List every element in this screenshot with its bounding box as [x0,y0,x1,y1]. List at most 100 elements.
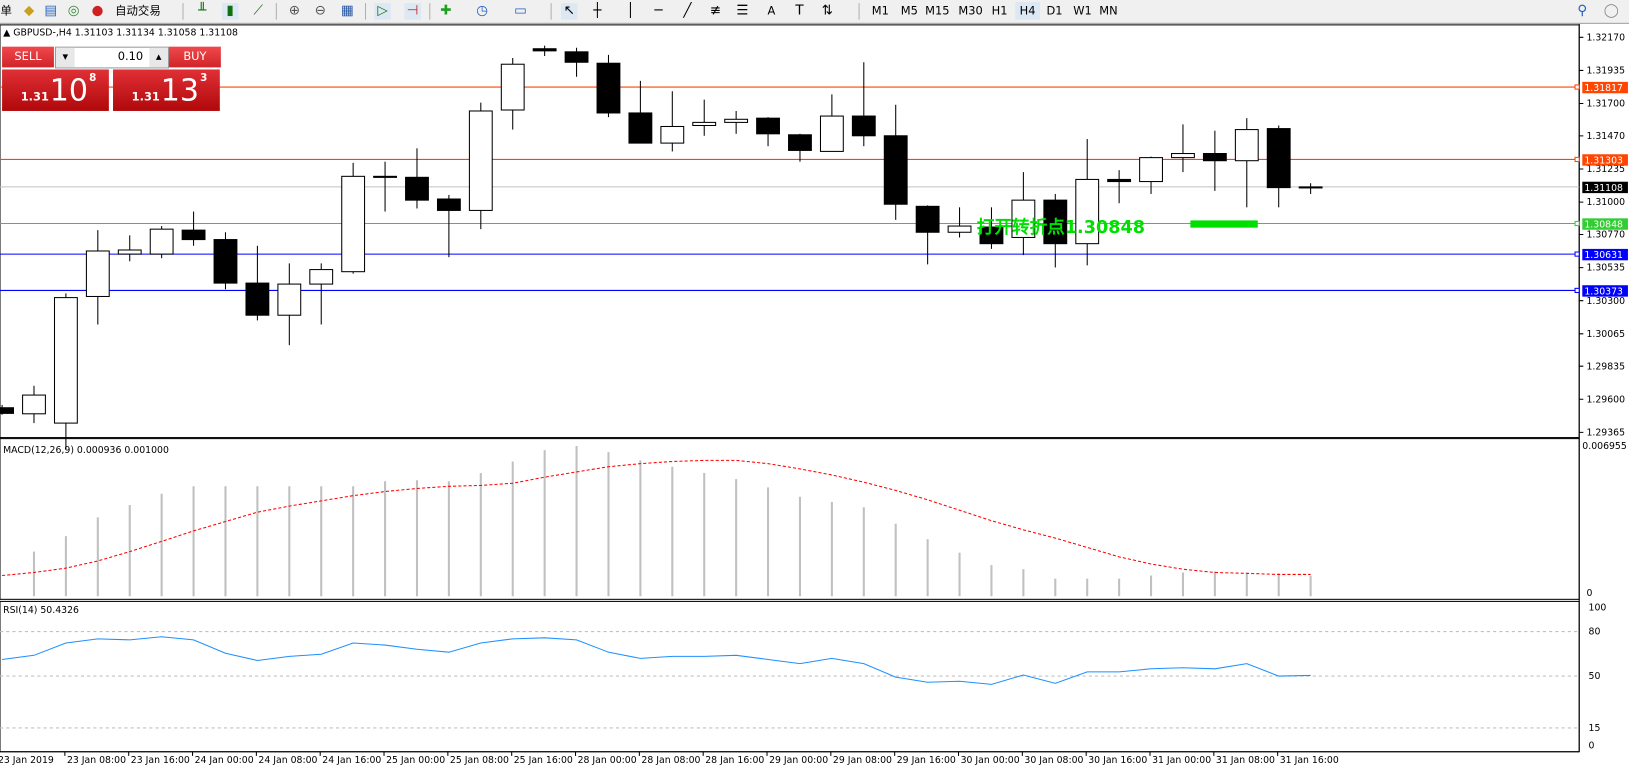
bear-candle [915,205,940,233]
timeframe-m15[interactable]: M15 [925,4,950,18]
auto-trading-icon[interactable]: ● [91,3,104,19]
bull-candle [149,228,174,255]
timeframe-m30[interactable]: M30 [958,4,983,18]
time-tick-label: 29 Jan 00:00 [769,755,828,766]
timeframe-w1[interactable]: W1 [1073,4,1092,18]
time-tick-label: 30 Jan 16:00 [1088,755,1147,766]
bull-candle [1234,129,1259,162]
sell-button[interactable]: SELL [2,46,54,68]
bear-candle [373,175,397,178]
candlestick-icon[interactable]: ▮ [221,3,239,20]
macd-title: MACD(12,26,9) 0.000936 0.001000 [3,445,169,456]
templates-icon[interactable]: ▭ [514,3,527,19]
time-tick-label: 30 Jan 00:00 [961,755,1020,766]
zoom-out-icon[interactable]: ⊖ [314,3,327,19]
macd-max-label: 0.006955 [1582,441,1627,452]
line-chart-icon[interactable]: ⟋ [253,3,263,19]
chat-icon[interactable]: ◯ [1603,3,1619,19]
buy-price[interactable]: 1.31 13 3 [113,69,220,111]
time-tick-label: 30 Jan 08:00 [1024,755,1083,766]
bull-candle [947,225,972,233]
bear-candle [628,112,653,144]
buy-button[interactable]: BUY [169,46,221,68]
horizontal-line-icon[interactable]: ─ [654,3,663,19]
time-tick-label: 28 Jan 16:00 [705,755,764,766]
bull-candle [1298,186,1323,189]
lot-increase-icon[interactable]: ▲ [149,47,168,68]
timeframe-mn[interactable]: MN [1099,4,1118,18]
vertical-line-icon[interactable]: │ [626,3,635,19]
level-handle [1574,84,1580,90]
timeframe-m1[interactable]: M1 [871,4,889,18]
one-click-trading-panel: SELL ▼ 0.10 ▲ BUY 1.31 10 8 1.31 13 3 [2,46,221,111]
menu-cut-text[interactable]: 单 [0,4,12,18]
navigator-icon[interactable]: ▤ [44,3,58,19]
level-handle [1574,287,1580,294]
level-handle [1574,156,1580,163]
bear-candle [1107,178,1132,183]
profiles-icon[interactable]: ◆ [23,3,35,19]
autoscroll-icon[interactable]: ▷ [374,3,391,20]
time-tick-label: 28 Jan 00:00 [578,755,637,766]
bear-candle [788,134,812,151]
bar-chart-icon[interactable]: ╨ [198,3,207,19]
bull-candle [468,110,493,211]
tile-windows-icon[interactable]: ▦ [340,3,354,19]
signal-icon[interactable]: ◎ [67,3,80,19]
rsi-tick-label: 0 [1589,741,1595,752]
chart-area[interactable]: 1.32170 1.31935 1.31700 1.31470 1.31235 1.310… [0,23,1629,773]
bull-candle [724,118,749,123]
level-tag [1582,218,1628,230]
bear-candle [181,229,206,241]
arrows-icon[interactable]: ⇅ [821,3,834,19]
text-label-icon[interactable]: T [795,3,804,19]
rsi-tick-label: 15 [1589,723,1601,734]
bear-candle [213,239,238,284]
cursor-icon[interactable]: ↖ [560,3,578,20]
macd-panel-frame [0,438,1580,600]
timeframe-h4[interactable]: H4 [1015,2,1041,20]
periods-icon[interactable]: ◷ [476,3,489,19]
lot-size-input[interactable]: ▼ 0.10 ▲ [54,46,170,69]
time-tick-label: 31 Jan 16:00 [1280,755,1339,766]
bear-candle [1202,153,1227,162]
bear-candle [883,135,908,205]
sell-price[interactable]: 1.31 10 8 [2,69,109,111]
rsi-tick-label: 100 [1589,603,1607,614]
rsi-tick-label: 80 [1589,627,1601,638]
indicators-icon[interactable]: ✚ [440,3,452,19]
bull-candle [53,297,78,424]
bear-candle [1043,199,1068,245]
bull-candle [692,121,717,127]
chart-shift-icon[interactable]: ⊣ [404,3,421,20]
bull-candle [277,283,302,316]
lot-decrease-icon[interactable]: ▼ [55,47,75,68]
price-tick-label: 1.31470 [1586,131,1625,142]
bull-candle [85,250,110,297]
fibonacci-fan-icon[interactable]: ≢ [709,3,722,19]
bull-candle [309,269,334,285]
timeframe-h1[interactable]: H1 [991,4,1008,18]
auto-trading-button[interactable]: 自动交易 [115,4,161,18]
zoom-in-icon[interactable]: ⊕ [288,3,301,19]
timeframe-m5[interactable]: M5 [900,4,918,18]
level-price-label: 1.30373 [1584,287,1623,298]
price-tick-label: 1.29365 [1586,428,1625,439]
price-tick-label: 1.31700 [1586,99,1625,110]
level-tag [1582,154,1628,166]
rsi-line [2,636,1311,685]
price-tick-label: 1.29600 [1586,394,1625,405]
bear-candle [1266,128,1291,189]
time-tick-label: 31 Jan 08:00 [1216,755,1275,766]
timeframe-d1[interactable]: D1 [1046,4,1063,18]
crosshair-icon[interactable]: ┼ [593,3,602,19]
pivot-annotation: 打开转折点1.30848 [977,217,1145,238]
symbol-ohlc: GBPUSD-,H4 1.31103 1.31134 1.31058 1.311… [13,27,239,39]
lot-value[interactable]: 0.10 [117,49,144,64]
search-icon[interactable]: ⚲ [1577,3,1588,19]
trendline-icon[interactable]: ╱ [683,3,692,19]
text-icon[interactable]: A [767,4,776,18]
time-tick-label: 25 Jan 00:00 [386,755,445,766]
fibonacci-icon[interactable]: ☰ [736,3,749,19]
bull-candle [1139,157,1163,183]
